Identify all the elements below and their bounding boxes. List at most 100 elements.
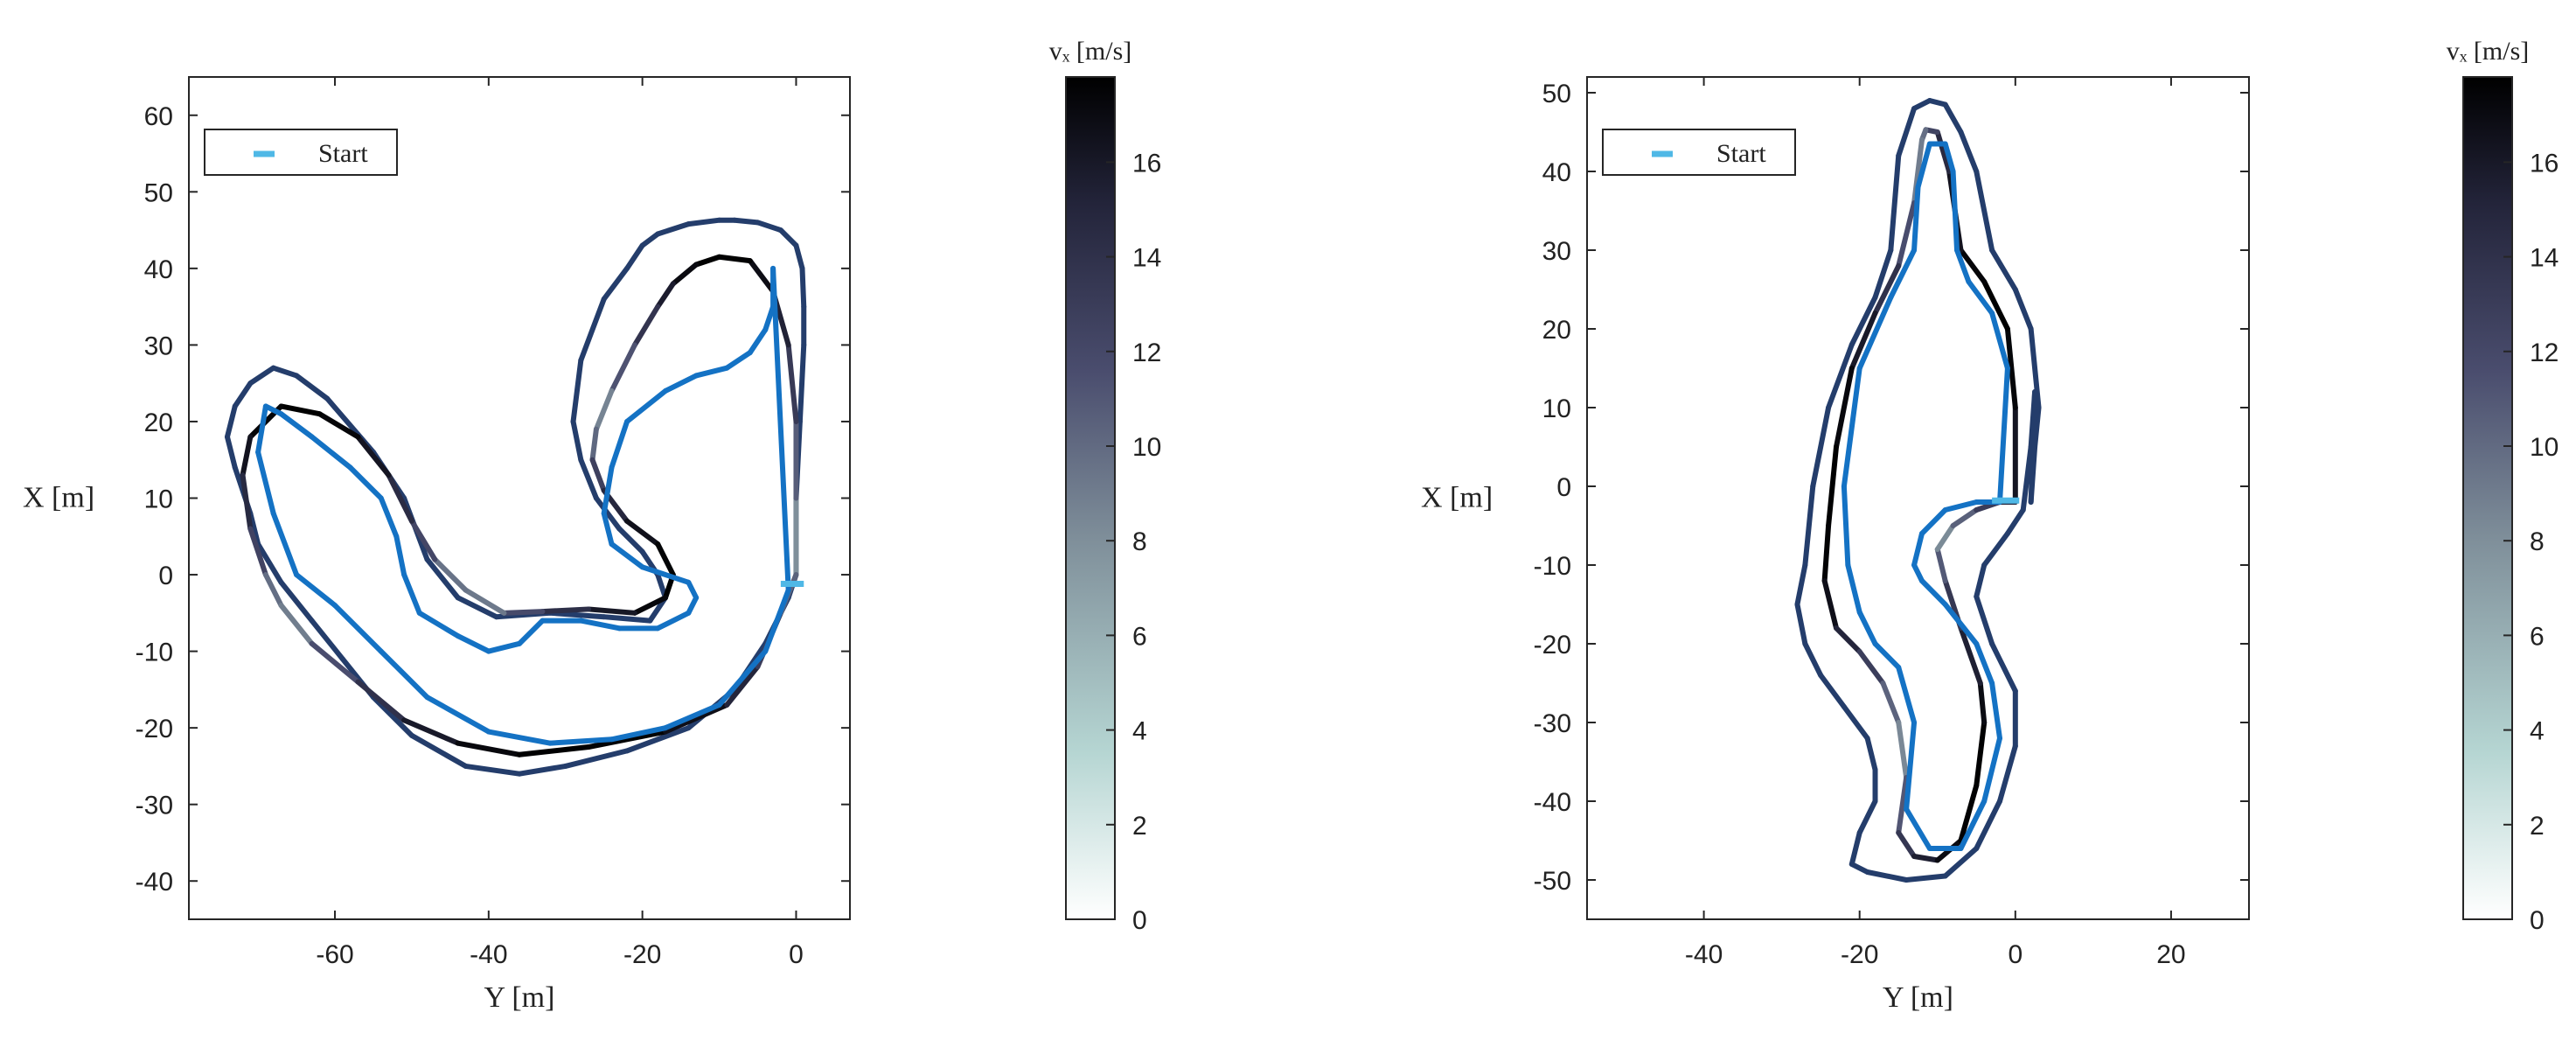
racing-line-segment <box>1896 720 1910 780</box>
inner-boundary-segment <box>1915 141 1932 190</box>
racing-line-segment <box>2004 326 2018 410</box>
inner-boundary-segment <box>378 495 400 540</box>
racing-line-segment <box>1821 523 1832 583</box>
racing-line-segment <box>1958 248 1988 284</box>
racing-line-segment <box>747 258 776 295</box>
x-tick-label: 0 <box>789 940 804 969</box>
inner-boundary-segment <box>747 326 769 356</box>
inner-boundary-segment <box>347 464 384 501</box>
racing-line-segment <box>240 434 254 478</box>
colorbar-tick-label: 0 <box>1132 906 1147 935</box>
inner-boundary-segment <box>270 511 300 578</box>
inner-boundary-segment <box>1942 499 1980 513</box>
outer-boundary-segment <box>616 526 645 555</box>
colorbar-tick-label: 8 <box>2530 527 2545 556</box>
outer-boundary-segment <box>1997 743 2018 804</box>
racing-line-segment <box>355 679 407 723</box>
inner-boundary-segment <box>1958 799 1988 851</box>
racing-line-segment <box>1950 507 1980 528</box>
outer-boundary-segment <box>1848 295 1878 347</box>
colorbar-tick-label: 6 <box>1132 622 1147 651</box>
inner-boundary-segment <box>332 603 384 654</box>
racing-line-segment <box>1977 681 1988 725</box>
outer-boundary-segment <box>1942 101 1964 135</box>
outer-boundary-segment <box>1794 602 1808 646</box>
outer-boundary-segment <box>570 357 584 424</box>
outer-boundary-segment <box>1896 106 1918 158</box>
inner-boundary-segment <box>663 701 722 731</box>
x-tick-label: 20 <box>2156 940 2185 969</box>
racing-line-segment <box>1934 523 1956 552</box>
outer-boundary-segment <box>1848 830 1862 867</box>
outer-boundary-segment <box>1864 869 1910 883</box>
outer-boundary-segment <box>1864 736 1878 772</box>
colorbar-tick-label: 2 <box>2530 812 2545 841</box>
inner-boundary-segment <box>1911 531 1925 568</box>
racing-line-segment <box>716 254 753 264</box>
inner-boundary-segment <box>1954 248 1972 284</box>
colorbar-tick-label: 14 <box>2530 244 2559 273</box>
x-tick-label: -40 <box>470 940 507 969</box>
legend-box <box>1602 129 1796 176</box>
inner-boundary-segment <box>1981 736 2003 804</box>
inner-boundary-segment <box>686 579 700 601</box>
outer-boundary-segment <box>2028 389 2038 505</box>
racing-line-segment <box>624 518 661 548</box>
outer-boundary-segment <box>1818 673 1847 709</box>
x-tick-label: 0 <box>2008 940 2023 969</box>
y-tick-label: 20 <box>144 408 173 437</box>
inner-boundary-segment <box>762 304 776 332</box>
y-tick-label: -40 <box>1534 788 1571 817</box>
racing-line-segment <box>1833 366 1855 450</box>
racing-line-segment <box>586 606 637 616</box>
racing-line-segment <box>631 595 669 616</box>
inner-boundary-segment <box>547 736 615 746</box>
racing-line-segment <box>355 434 392 478</box>
inner-boundary-segment <box>1942 602 1980 646</box>
colorbar-label: vₓ [m/s] <box>2447 37 2530 66</box>
y-axis-label: X [m] <box>23 482 94 514</box>
outer-boundary-segment <box>601 614 653 624</box>
outer-boundary-segment <box>2028 326 2042 410</box>
inner-boundary-segment <box>1942 141 1956 174</box>
colorbar-label: vₓ [m/s] <box>1049 37 1132 66</box>
racing-line-segment <box>693 254 722 268</box>
colorbar-tick-label: 16 <box>2530 149 2559 178</box>
inner-boundary-segment <box>1888 248 1918 300</box>
outer-boundary-segment <box>547 610 607 620</box>
legend-label: Start <box>318 139 368 168</box>
inner-boundary-segment <box>716 648 769 708</box>
outer-boundary-segment <box>777 227 799 248</box>
x-axis-label: Y [m] <box>484 981 555 1014</box>
y-axis-label: X [m] <box>1421 482 1493 514</box>
x-tick-label: -40 <box>1685 940 1723 969</box>
track-group <box>224 217 807 777</box>
inner-boundary-segment <box>455 633 491 654</box>
outer-boundary-segment <box>224 434 238 471</box>
inner-boundary-segment <box>770 265 791 593</box>
inner-boundary-segment <box>601 464 615 517</box>
racing-line-segment <box>670 262 700 287</box>
colorbar-gradient <box>1065 76 1116 920</box>
colorbar: 0 2 4 6 8 10 12 14 16 vₓ [m/s] <box>2447 37 2559 935</box>
x-tick-label: -60 <box>316 940 353 969</box>
racing-line-segment <box>1934 547 1948 583</box>
inner-boundary-segment <box>1974 641 1995 686</box>
inner-boundary-segment <box>416 610 461 639</box>
racing-line-segment <box>1934 129 1953 174</box>
racing-line-segment <box>401 717 461 746</box>
inner-boundary-segment <box>1950 169 1960 253</box>
legend: Start <box>1602 129 1796 176</box>
racing-line-segment <box>586 729 669 750</box>
racing-line-segment <box>1821 578 1839 631</box>
racing-line-segment <box>278 603 315 646</box>
y-tick-label: -10 <box>136 639 173 667</box>
outer-boundary-segment <box>224 403 238 440</box>
racing-line-segment <box>1958 625 1983 686</box>
inner-boundary-segment <box>262 403 284 417</box>
outer-boundary-segment <box>1974 594 1995 646</box>
outer-boundary-segment <box>1810 405 1832 489</box>
y-tick-label: -20 <box>136 715 173 743</box>
inner-boundary-segment <box>578 618 623 632</box>
racing-line-segment <box>724 664 761 708</box>
